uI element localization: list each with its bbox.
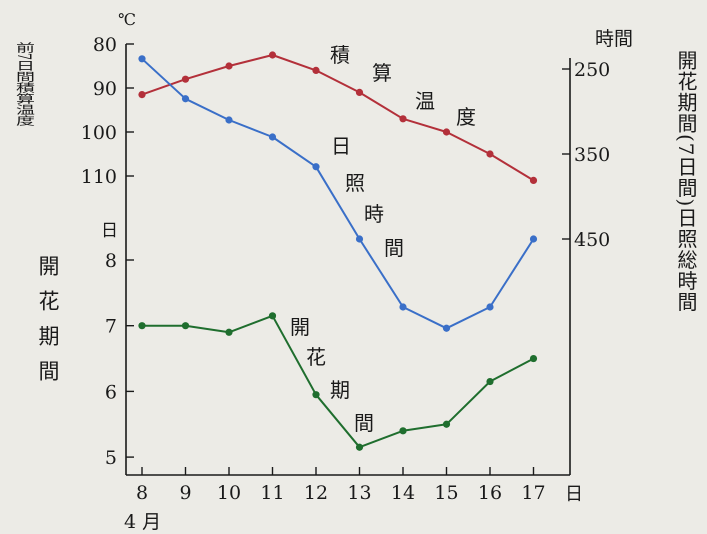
series-point-0	[529, 176, 538, 184]
left-lower-unit: 日	[101, 221, 118, 241]
series-point-2	[268, 312, 277, 320]
series-point-0	[442, 128, 451, 136]
left-lower-tick-label: 7	[105, 316, 117, 338]
series-point-1	[529, 235, 538, 243]
left-lower-tick-label: 5	[105, 447, 117, 469]
series-point-1	[355, 235, 364, 243]
series-label-sunshine-char-3: 時	[364, 202, 384, 226]
series-point-1	[225, 116, 233, 124]
series-point-2	[312, 391, 320, 399]
right-axis-title: 開花期間(7日間)日照総時間	[674, 50, 698, 312]
right-tick-label: 450	[574, 229, 610, 251]
series-label-sunshine-char-4: 間	[384, 236, 404, 260]
series-label-sunshine-char-1: 日	[331, 134, 351, 158]
series-point-2	[486, 377, 494, 386]
series-point-1	[486, 303, 494, 311]
series-point-1	[399, 303, 407, 311]
series-point-0	[399, 115, 407, 123]
series-line-1	[141, 58, 535, 330]
series-label-flowering-char-2: 花	[306, 345, 326, 369]
x-tick-label: 15	[434, 482, 458, 504]
series-label-flowering: 開 花 期 間	[290, 315, 374, 435]
series-line-0	[141, 54, 535, 182]
series-point-0	[312, 66, 320, 74]
left-upper-unit: ℃	[118, 10, 136, 29]
left-upper-axis-title-col1: 前7日間積算温度	[13, 42, 35, 126]
series-line-2	[142, 314, 534, 449]
series-label-temperature: 積 算 温 度	[330, 43, 476, 129]
ticks-layer: 8 9 10 11 12 13 14 15 16 17 80 90 100 110 8 7 6 5 250 350 45…	[81, 34, 611, 504]
series-label-temperature-char-3: 温	[415, 89, 435, 113]
series-point-2	[138, 322, 146, 330]
series-point-1	[181, 95, 190, 103]
series-label-temperature-char-4: 度	[456, 105, 476, 129]
x-tick-label: 14	[391, 482, 415, 504]
series-point-0	[355, 88, 364, 96]
x-tick-label: 12	[304, 482, 328, 504]
left-lower-tick-label: 6	[105, 381, 117, 403]
series-point-0	[181, 75, 190, 83]
left-upper-tick-label: 90	[93, 78, 117, 100]
series-point-0	[225, 62, 233, 70]
series-label-sunshine-char-2: 照	[345, 171, 365, 195]
x-tick-label: 17	[521, 482, 545, 504]
series-point-1	[442, 324, 451, 332]
x-tick-label: 16	[478, 482, 502, 504]
x-tick-label: 11	[260, 482, 284, 504]
left-upper-tick-label: 100	[81, 122, 117, 144]
series-point-2	[181, 322, 190, 330]
x-month-label: 4 月	[124, 511, 161, 533]
x-tick-label: 9	[179, 482, 191, 504]
series-layer	[138, 51, 538, 451]
x-unit-label: 日	[565, 484, 583, 505]
series-point-2	[355, 443, 364, 451]
series-point-1	[312, 163, 320, 171]
series-point-2	[442, 420, 451, 428]
series-point-0	[138, 91, 146, 99]
left-lower-axis-title: 開花期間	[36, 255, 60, 395]
series-point-1	[268, 133, 277, 141]
series-label-flowering-char-3: 期	[330, 378, 350, 402]
left-lower-tick-label: 8	[105, 250, 117, 272]
right-axis-unit: 時間	[595, 28, 633, 50]
x-tick-label: 13	[347, 482, 371, 504]
series-label-sunshine: 日 照 時 間	[331, 134, 404, 260]
x-tick-label: 10	[217, 482, 241, 504]
series-label-flowering-char-4: 間	[354, 411, 374, 435]
series-point-2	[529, 354, 538, 363]
series-point-0	[486, 150, 494, 158]
right-tick-label: 250	[574, 59, 610, 81]
right-tick-label: 350	[574, 144, 610, 166]
series-label-flowering-char-1: 開	[290, 315, 310, 339]
left-upper-tick-label: 80	[93, 34, 117, 56]
series-label-temperature-char-1: 積	[330, 43, 350, 67]
series-label-temperature-char-2: 算	[372, 61, 392, 85]
series-point-2	[225, 328, 233, 336]
x-tick-label: 8	[136, 482, 148, 504]
series-point-0	[268, 51, 277, 59]
series-point-2	[399, 427, 407, 435]
left-upper-tick-label: 110	[81, 166, 117, 188]
series-point-1	[138, 55, 146, 63]
